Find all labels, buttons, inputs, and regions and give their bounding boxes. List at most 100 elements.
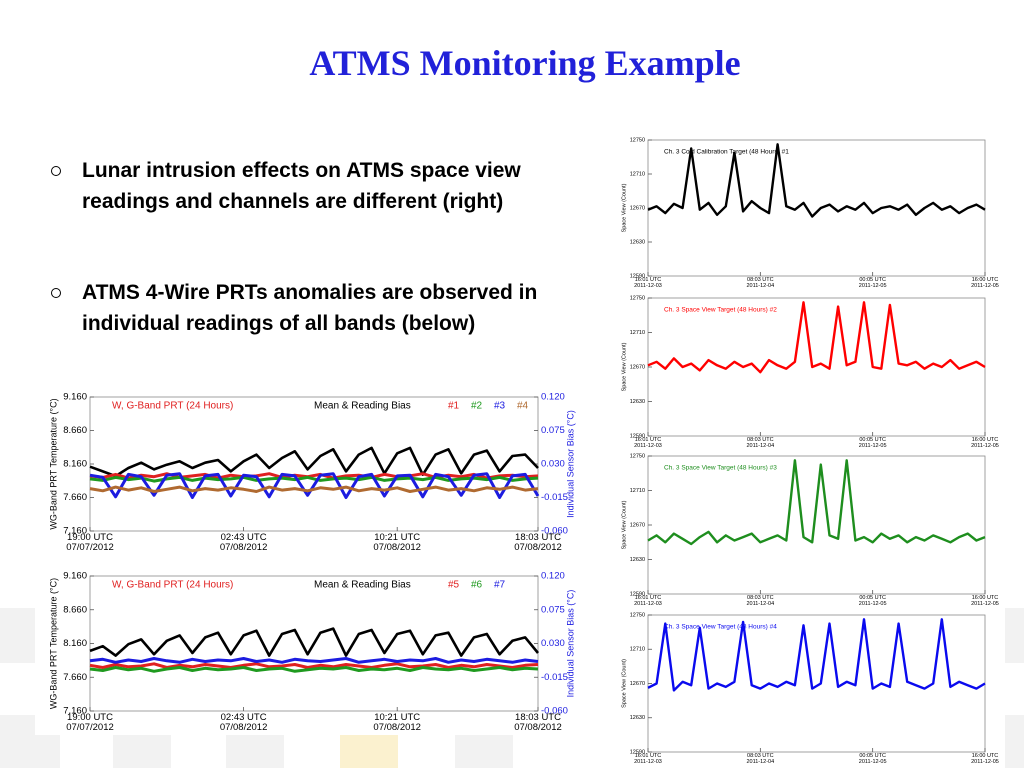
y-tick-label: 7.660: [63, 492, 87, 503]
chart-title: Ch. 3 Cold Calibration Target (48 Hours)…: [664, 149, 789, 156]
y-axis-label: WG-Band PRT Temperature (°C): [48, 398, 58, 529]
x-tick-label: 00:05 UTC 2011-12-05: [858, 595, 887, 607]
y-tick-label: 7.660: [63, 672, 87, 683]
chart-title: W, G-Band PRT (24 Hours): [112, 401, 233, 412]
y-tick-label: 12670: [630, 364, 645, 370]
y-tick-label: 12710: [630, 171, 645, 177]
series-line: [89, 485, 539, 493]
y2-axis-label: Individual Sensor Bias (°C): [565, 410, 575, 518]
y-axis-label: Space View (Count): [621, 659, 627, 708]
x-tick-label: 10:21 UTC 07/08/2012: [373, 532, 421, 553]
series-line: [89, 657, 539, 664]
y2-tick-label: -0.015: [541, 672, 568, 683]
y2-tick-label: 0.030: [541, 459, 565, 470]
y-tick-label: 12630: [630, 557, 645, 563]
y-tick-label: 12590: [630, 273, 645, 279]
slide-title: ATMS Monitoring Example: [309, 43, 741, 83]
y-tick-label: 12710: [630, 647, 645, 653]
x-tick-label: 19:00 UTC 07/07/2012: [66, 712, 114, 733]
x-tick-label: 16:00 UTC 2011-12-05: [971, 595, 999, 607]
series-line: [647, 301, 986, 374]
x-tick-label: 08:03 UTC 2011-12-04: [746, 437, 775, 449]
y-tick-label: 12750: [630, 137, 645, 143]
legend-entry: #3: [494, 401, 506, 412]
legend-entry: #6: [471, 580, 483, 591]
deco-square: [113, 735, 171, 768]
y-tick-label: 12710: [630, 488, 645, 494]
y2-tick-label: 0.075: [541, 604, 565, 615]
x-tick-label: 18:03 UTC 07/08/2012: [514, 712, 562, 733]
y-tick-label: 12630: [630, 239, 645, 245]
series-line: [89, 472, 540, 499]
x-tick-label: 00:05 UTC 2011-12-05: [858, 277, 887, 289]
series-line: [647, 618, 986, 692]
series-line: [647, 459, 986, 546]
y2-tick-label: -0.060: [541, 526, 568, 537]
chart-title: Ch. 3 Space View Target (48 Hours) #4: [664, 624, 777, 631]
deco-square: [1005, 608, 1024, 663]
x-tick-label: 08:03 UTC 2011-12-04: [746, 277, 775, 289]
chart-title: Ch. 3 Space View Target (48 Hours) #2: [664, 307, 777, 314]
y2-tick-label: 0.030: [541, 638, 565, 649]
deco-square: [226, 735, 284, 768]
x-tick-label: 16:01 UTC 2011-12-03: [634, 277, 662, 289]
y-tick-label: 12630: [630, 715, 645, 721]
y-tick-label: 8.160: [63, 638, 87, 649]
bullet: ATMS 4-Wire PRTs anomalies are observed …: [51, 277, 587, 339]
legend-title: Mean & Reading Bias: [314, 401, 411, 412]
x-tick-label: 10:21 UTC 07/08/2012: [373, 712, 421, 733]
legend-entry: #7: [494, 580, 506, 591]
x-tick-label: 02:43 UTC 07/08/2012: [219, 532, 268, 553]
x-tick-label: 16:01 UTC 2011-12-03: [634, 753, 662, 765]
y-tick-label: 12590: [630, 591, 645, 597]
y-tick-label: 8.660: [63, 604, 87, 615]
y2-axis-label: Individual Sensor Bias (°C): [565, 590, 575, 698]
legend-entry: #2: [471, 401, 483, 412]
series-line: [89, 627, 540, 657]
y-axis-label: Space View (Count): [621, 500, 627, 549]
x-tick-label: 02:43 UTC 07/08/2012: [219, 712, 268, 733]
plot-area: [647, 297, 986, 437]
y-tick-label: 12590: [630, 749, 645, 755]
x-tick-label: 16:01 UTC 2011-12-03: [634, 437, 662, 449]
legend-entry: #1: [448, 401, 460, 412]
bullet: Lunar intrusion effects on ATMS space vi…: [51, 155, 587, 217]
series-line: [89, 662, 539, 669]
chart-title: W, G-Band PRT (24 Hours): [112, 580, 233, 591]
deco-square: [340, 735, 398, 768]
y-tick-label: 12630: [630, 399, 645, 405]
y-tick-label: 9.160: [63, 571, 87, 582]
plot-area: [647, 614, 986, 753]
y-tick-label: 12590: [630, 433, 645, 439]
deco-square: [1005, 715, 1024, 768]
x-tick-label: 00:05 UTC 2011-12-05: [858, 437, 887, 449]
y-tick-label: 12750: [630, 612, 645, 618]
x-tick-label: 00:05 UTC 2011-12-05: [858, 753, 887, 765]
y-tick-label: 7.160: [63, 706, 87, 717]
y-tick-label: 12750: [630, 453, 645, 459]
x-tick-label: 16:00 UTC 2011-12-05: [971, 277, 999, 289]
series-line: [89, 472, 539, 480]
x-tick-label: 18:03 UTC 07/08/2012: [514, 532, 562, 553]
y-tick-label: 12710: [630, 330, 645, 336]
x-tick-label: 16:00 UTC 2011-12-05: [971, 753, 999, 765]
y-tick-label: 12670: [630, 522, 645, 528]
x-tick-label: 19:00 UTC 07/07/2012: [66, 532, 114, 553]
chart-title: Ch. 3 Space View Target (48 Hours) #3: [664, 465, 777, 472]
series-line: [89, 446, 539, 478]
y-axis-label: Space View (Count): [621, 342, 627, 391]
y-tick-label: 12670: [630, 205, 645, 211]
y2-tick-label: 0.120: [541, 392, 565, 403]
legend-entry: #4: [517, 401, 529, 412]
x-tick-label: 16:01 UTC 2011-12-03: [634, 595, 662, 607]
y-tick-label: 12670: [630, 681, 645, 687]
y2-tick-label: -0.060: [541, 706, 568, 717]
deco-square: [455, 735, 513, 768]
series-line: [89, 666, 539, 673]
x-tick-label: 16:00 UTC 2011-12-05: [971, 437, 999, 449]
x-tick-label: 08:03 UTC 2011-12-04: [746, 595, 775, 607]
y-tick-label: 9.160: [63, 392, 87, 403]
y2-tick-label: 0.075: [541, 425, 565, 436]
